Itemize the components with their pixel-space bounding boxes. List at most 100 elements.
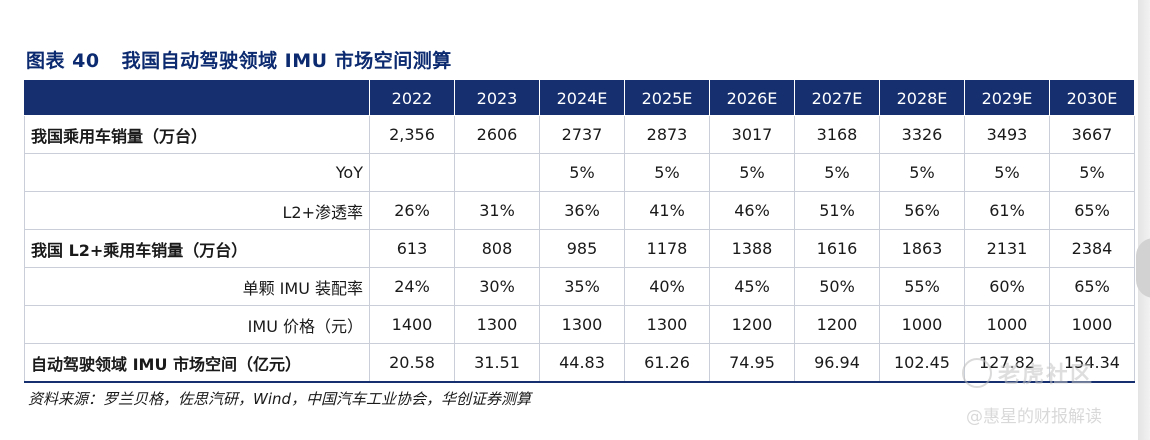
header-year: 2029E xyxy=(964,80,1050,116)
table-cell: 1300 xyxy=(454,305,540,344)
scroll-handle[interactable] xyxy=(1136,238,1150,298)
table-cell: 30% xyxy=(454,267,540,306)
table-cell xyxy=(454,153,540,192)
table-cell: 808 xyxy=(454,229,540,268)
table-cell: 1300 xyxy=(624,305,710,344)
table-cell: 2,356 xyxy=(369,115,455,154)
row-label: 我国 L2+乘用车销量（万台） xyxy=(24,229,370,268)
table-cell: 3168 xyxy=(794,115,880,154)
table-row: L2+渗透率 26% 31% 36% 41% 46% 51% 56% 61% 6… xyxy=(24,191,1135,230)
table-cell: 44.83 xyxy=(539,343,625,383)
table-cell: 1300 xyxy=(539,305,625,344)
page-edge xyxy=(1138,0,1150,440)
table-cell: 5% xyxy=(539,153,625,192)
table-cell: 61% xyxy=(964,191,1050,230)
table-cell: 1000 xyxy=(964,305,1050,344)
table-cell: 36% xyxy=(539,191,625,230)
table-cell: 154.34 xyxy=(1049,343,1135,383)
table-cell xyxy=(369,153,455,192)
table-cell: 1178 xyxy=(624,229,710,268)
imu-market-table: 2022 2023 2024E 2025E 2026E 2027E 2028E … xyxy=(24,80,1135,383)
row-label: YoY xyxy=(24,153,370,192)
table-cell: 1388 xyxy=(709,229,795,268)
table-cell: 3017 xyxy=(709,115,795,154)
table-row: 我国 L2+乘用车销量（万台） 613 808 985 1178 1388 16… xyxy=(24,229,1135,268)
table-cell: 5% xyxy=(794,153,880,192)
table-header-row: 2022 2023 2024E 2025E 2026E 2027E 2028E … xyxy=(24,80,1135,116)
header-corner xyxy=(24,80,370,116)
table-row: YoY 5% 5% 5% 5% 5% 5% 5% xyxy=(24,153,1135,192)
table-cell: 1616 xyxy=(794,229,880,268)
table-cell: 1200 xyxy=(794,305,880,344)
table-cell: 45% xyxy=(709,267,795,306)
table-cell: 60% xyxy=(964,267,1050,306)
tiger-logo-icon xyxy=(962,358,992,388)
table-cell: 1000 xyxy=(1049,305,1135,344)
table-cell: 24% xyxy=(369,267,455,306)
header-year: 2026E xyxy=(709,80,795,116)
row-label: 我国乘用车销量（万台） xyxy=(24,115,370,154)
figure-title-text: 我国自动驾驶领域 IMU 市场空间测算 xyxy=(121,50,452,72)
table-cell: 56% xyxy=(879,191,965,230)
table-row: 自动驾驶领域 IMU 市场空间（亿元） 20.58 31.51 44.83 61… xyxy=(24,343,1135,383)
table-cell: 50% xyxy=(794,267,880,306)
table-cell: 35% xyxy=(539,267,625,306)
table-cell: 3667 xyxy=(1049,115,1135,154)
table-cell: 41% xyxy=(624,191,710,230)
header-year: 2027E xyxy=(794,80,880,116)
row-label: 自动驾驶领域 IMU 市场空间（亿元） xyxy=(24,343,370,383)
table-cell: 985 xyxy=(539,229,625,268)
row-label: L2+渗透率 xyxy=(24,191,370,230)
table-cell: 102.45 xyxy=(879,343,965,383)
table-cell: 65% xyxy=(1049,267,1135,306)
row-label: 单颗 IMU 装配率 xyxy=(24,267,370,306)
table-cell: 31.51 xyxy=(454,343,540,383)
table-cell: 1000 xyxy=(879,305,965,344)
table-cell: 5% xyxy=(1049,153,1135,192)
table-cell: 46% xyxy=(709,191,795,230)
watermark-brand: 老虎社区 xyxy=(998,363,1095,388)
table-cell: 51% xyxy=(794,191,880,230)
table-cell: 613 xyxy=(369,229,455,268)
table-cell: 55% xyxy=(879,267,965,306)
table-cell: 2131 xyxy=(964,229,1050,268)
row-label: IMU 价格（元） xyxy=(24,305,370,344)
table-cell: 3493 xyxy=(964,115,1050,154)
watermark-logo: 老虎社区 xyxy=(962,356,1122,390)
table-cell: 61.26 xyxy=(624,343,710,383)
table-cell: 2606 xyxy=(454,115,540,154)
table-row: 我国乘用车销量（万台） 2,356 2606 2737 2873 3017 31… xyxy=(24,115,1135,154)
table-cell: 5% xyxy=(624,153,710,192)
table-row: 单颗 IMU 装配率 24% 30% 35% 40% 45% 50% 55% 6… xyxy=(24,267,1135,306)
header-year: 2030E xyxy=(1049,80,1135,116)
table-cell: 2873 xyxy=(624,115,710,154)
table-cell: 3326 xyxy=(879,115,965,154)
table-cell: 40% xyxy=(624,267,710,306)
table-cell: 26% xyxy=(369,191,455,230)
table-row: IMU 价格（元） 1400 1300 1300 1300 1200 1200 … xyxy=(24,305,1135,344)
table-cell: 2737 xyxy=(539,115,625,154)
figure-title: 图表 40 我国自动驾驶领域 IMU 市场空间测算 xyxy=(26,46,452,76)
header-year: 2025E xyxy=(624,80,710,116)
table-cell: 127.82 xyxy=(964,343,1050,383)
figure-number: 图表 40 xyxy=(26,50,100,72)
watermark-author: @惠星的财报解读 xyxy=(966,407,1102,427)
header-year: 2024E xyxy=(539,80,625,116)
table-cell: 1200 xyxy=(709,305,795,344)
table-cell: 31% xyxy=(454,191,540,230)
table-cell: 96.94 xyxy=(794,343,880,383)
source-note: 资料来源：罗兰贝格，佐思汽研，Wind，中国汽车工业协会，华创证券测算 xyxy=(28,390,532,408)
table-cell: 1863 xyxy=(879,229,965,268)
table-cell: 74.95 xyxy=(709,343,795,383)
header-year: 2022 xyxy=(369,80,455,116)
table-cell: 65% xyxy=(1049,191,1135,230)
header-year: 2028E xyxy=(879,80,965,116)
table-cell: 1400 xyxy=(369,305,455,344)
header-year: 2023 xyxy=(454,80,540,116)
table-cell: 5% xyxy=(879,153,965,192)
table-cell: 5% xyxy=(964,153,1050,192)
table-cell: 20.58 xyxy=(369,343,455,383)
table-cell: 2384 xyxy=(1049,229,1135,268)
table-cell: 5% xyxy=(709,153,795,192)
